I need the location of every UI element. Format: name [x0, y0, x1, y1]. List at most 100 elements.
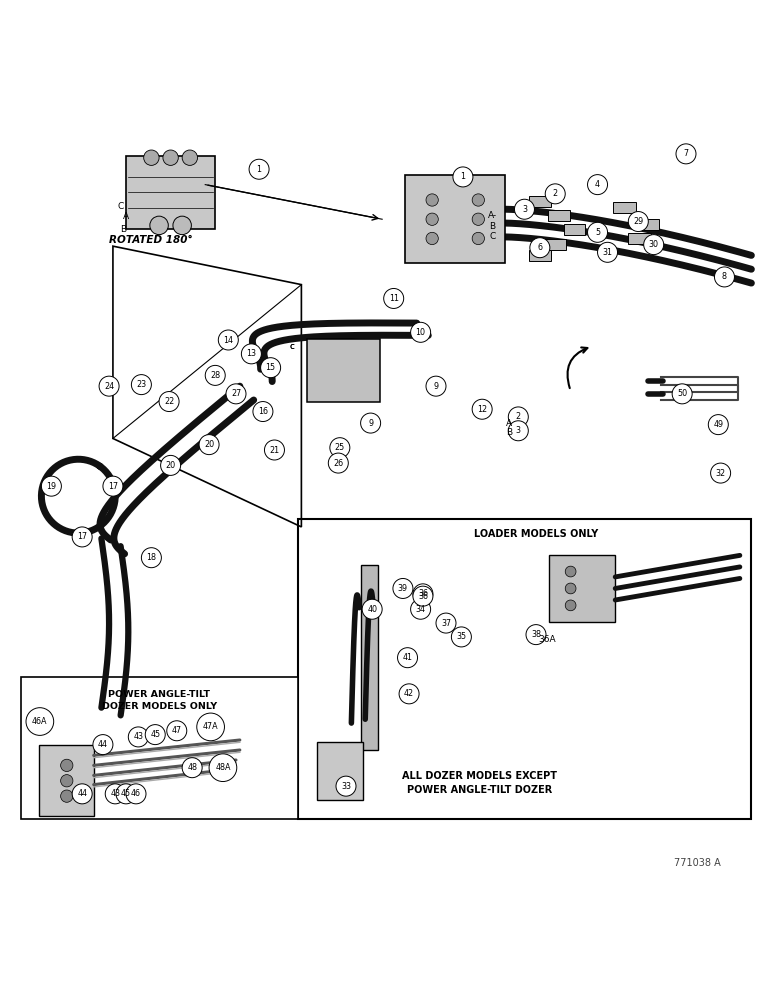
- Text: 50: 50: [677, 389, 687, 398]
- Text: 26: 26: [334, 459, 344, 468]
- Text: ROTATED 180°: ROTATED 180°: [109, 235, 193, 245]
- FancyBboxPatch shape: [613, 202, 636, 213]
- Circle shape: [249, 159, 269, 179]
- Text: POWER ANGLE-TILT DOZER: POWER ANGLE-TILT DOZER: [407, 785, 553, 795]
- Circle shape: [182, 758, 202, 778]
- Text: 45: 45: [121, 789, 131, 798]
- Text: 40: 40: [367, 605, 378, 614]
- Circle shape: [205, 365, 225, 385]
- Circle shape: [399, 684, 419, 704]
- Text: 46: 46: [131, 789, 141, 798]
- Text: 20: 20: [165, 461, 176, 470]
- Text: 7: 7: [683, 149, 689, 158]
- Text: 16: 16: [258, 407, 268, 416]
- Circle shape: [72, 784, 92, 804]
- Circle shape: [426, 194, 438, 206]
- Text: 47: 47: [171, 726, 182, 735]
- Text: 21: 21: [269, 446, 279, 455]
- Text: 33: 33: [341, 782, 351, 791]
- Text: A: A: [506, 419, 512, 428]
- Text: 32: 32: [716, 469, 726, 478]
- Text: 44: 44: [98, 740, 108, 749]
- Circle shape: [42, 476, 62, 496]
- Text: 30: 30: [648, 240, 659, 249]
- Circle shape: [99, 376, 119, 396]
- Circle shape: [426, 232, 438, 245]
- Circle shape: [61, 775, 73, 787]
- Text: 15: 15: [266, 363, 276, 372]
- Text: 11: 11: [388, 294, 398, 303]
- Text: 23: 23: [137, 380, 147, 389]
- Circle shape: [209, 754, 237, 782]
- Circle shape: [628, 212, 648, 232]
- Circle shape: [398, 648, 418, 668]
- Text: 48A: 48A: [215, 763, 231, 772]
- Text: 43: 43: [110, 789, 120, 798]
- Text: 42: 42: [404, 689, 414, 698]
- Circle shape: [161, 455, 181, 475]
- Text: c: c: [290, 342, 294, 351]
- Text: 46A: 46A: [32, 717, 48, 726]
- FancyBboxPatch shape: [628, 233, 652, 244]
- Text: 43: 43: [134, 732, 144, 741]
- Circle shape: [508, 421, 528, 441]
- Text: 28: 28: [210, 371, 220, 380]
- Circle shape: [61, 759, 73, 772]
- Circle shape: [413, 584, 433, 604]
- Circle shape: [72, 527, 92, 547]
- Circle shape: [330, 438, 350, 458]
- Text: A-: A-: [488, 211, 496, 220]
- Text: 20: 20: [204, 440, 214, 449]
- FancyBboxPatch shape: [529, 250, 550, 261]
- Circle shape: [565, 583, 576, 594]
- Text: 3: 3: [516, 426, 521, 435]
- FancyBboxPatch shape: [361, 565, 378, 750]
- Circle shape: [226, 384, 246, 404]
- Circle shape: [472, 399, 493, 419]
- FancyBboxPatch shape: [317, 742, 363, 800]
- Text: 1: 1: [460, 172, 466, 181]
- Text: 36A: 36A: [539, 635, 557, 644]
- Circle shape: [103, 476, 123, 496]
- Circle shape: [453, 167, 473, 187]
- Circle shape: [508, 407, 528, 427]
- Circle shape: [411, 599, 431, 619]
- Text: 2: 2: [553, 189, 558, 198]
- Text: 10: 10: [415, 328, 425, 337]
- Text: LOADER MODELS ONLY: LOADER MODELS ONLY: [474, 529, 598, 539]
- FancyBboxPatch shape: [529, 196, 550, 207]
- FancyBboxPatch shape: [405, 175, 505, 263]
- Text: 38: 38: [531, 630, 541, 639]
- Circle shape: [472, 213, 485, 225]
- Circle shape: [393, 578, 413, 598]
- Text: A: A: [123, 212, 129, 221]
- Text: 31: 31: [602, 248, 612, 257]
- Text: C: C: [117, 202, 124, 211]
- Circle shape: [708, 415, 728, 435]
- FancyBboxPatch shape: [550, 555, 615, 622]
- Circle shape: [714, 267, 734, 287]
- Text: 25: 25: [335, 443, 345, 452]
- Text: 36: 36: [418, 589, 428, 598]
- Circle shape: [598, 242, 618, 262]
- Text: POWER ANGLE-TILT: POWER ANGLE-TILT: [108, 690, 210, 699]
- Circle shape: [218, 330, 239, 350]
- Text: 18: 18: [147, 553, 157, 562]
- Circle shape: [116, 784, 136, 804]
- Circle shape: [128, 727, 148, 747]
- Circle shape: [672, 384, 692, 404]
- Text: 49: 49: [713, 420, 723, 429]
- Circle shape: [261, 358, 280, 378]
- Circle shape: [644, 235, 664, 255]
- Circle shape: [163, 150, 178, 165]
- FancyBboxPatch shape: [564, 224, 585, 235]
- Circle shape: [384, 288, 404, 308]
- Circle shape: [144, 150, 159, 165]
- Circle shape: [141, 548, 161, 568]
- Text: 8: 8: [722, 272, 727, 281]
- Circle shape: [159, 392, 179, 412]
- Circle shape: [676, 144, 696, 164]
- Text: c: c: [290, 342, 295, 351]
- Text: 9: 9: [433, 382, 438, 391]
- Circle shape: [426, 213, 438, 225]
